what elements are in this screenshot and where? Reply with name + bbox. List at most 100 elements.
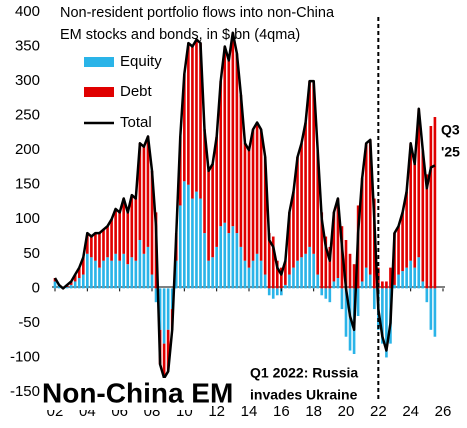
bar xyxy=(397,226,400,275)
bar xyxy=(187,43,190,185)
bar xyxy=(166,288,170,330)
bar xyxy=(360,177,364,282)
bar xyxy=(433,117,437,289)
bar xyxy=(336,278,340,289)
bar xyxy=(300,257,303,289)
legend-label: Equity xyxy=(120,53,162,70)
y-tick-label: 200 xyxy=(15,141,40,158)
bar xyxy=(178,136,182,206)
bar xyxy=(126,212,130,265)
bar xyxy=(385,281,388,289)
big-label: Non-China EM xyxy=(42,377,233,408)
bar xyxy=(425,174,429,289)
bar xyxy=(284,260,287,285)
y-tick-label: 350 xyxy=(15,38,40,55)
bar xyxy=(413,267,417,289)
bar xyxy=(332,281,336,289)
bar xyxy=(280,267,283,289)
bar xyxy=(292,191,295,268)
bar xyxy=(324,236,328,289)
bar xyxy=(251,129,255,261)
bar xyxy=(187,184,190,289)
x-tick-label: 24 xyxy=(402,403,419,420)
bar xyxy=(312,81,315,254)
bar xyxy=(251,260,255,289)
bar xyxy=(267,233,271,289)
bar xyxy=(81,274,85,289)
bar xyxy=(114,208,117,254)
bar xyxy=(162,288,166,344)
x-tick-label: 16 xyxy=(273,403,290,420)
bar xyxy=(263,157,267,275)
bar xyxy=(401,271,404,289)
bar xyxy=(142,253,146,289)
bar xyxy=(288,212,291,275)
y-tick-label: 250 xyxy=(15,107,40,124)
bar xyxy=(336,198,340,278)
bar xyxy=(86,233,89,254)
x-tick-label: 26 xyxy=(435,403,452,420)
bar xyxy=(150,170,154,275)
bar xyxy=(122,253,126,289)
bar xyxy=(98,267,101,289)
y-tick-label: -50 xyxy=(18,314,40,331)
bar xyxy=(360,281,364,289)
bar xyxy=(296,260,299,289)
bar xyxy=(223,46,227,223)
bar xyxy=(183,181,186,289)
bar xyxy=(126,264,130,289)
annotation: '25 xyxy=(441,144,460,160)
bar xyxy=(219,81,223,227)
bar xyxy=(122,198,126,254)
x-tick-label: 18 xyxy=(305,403,322,420)
bar xyxy=(130,195,134,258)
bar xyxy=(340,288,344,310)
bar xyxy=(90,236,93,258)
bar xyxy=(65,286,69,289)
bar xyxy=(134,198,138,261)
bar xyxy=(417,108,421,258)
y-tick-label: -100 xyxy=(10,348,40,365)
y-tick-label: 50 xyxy=(23,245,40,262)
bar xyxy=(316,274,320,289)
bar xyxy=(288,274,291,289)
bar xyxy=(207,260,210,289)
bar xyxy=(255,122,259,254)
bar xyxy=(328,288,332,303)
bar xyxy=(409,260,412,289)
x-tick-label: 22 xyxy=(370,403,387,420)
bar xyxy=(389,267,392,289)
bar xyxy=(191,198,194,289)
y-tick-label: 400 xyxy=(15,3,40,20)
bar xyxy=(195,39,198,192)
bar xyxy=(215,246,218,289)
bar xyxy=(308,81,311,247)
bar xyxy=(271,236,275,289)
bar xyxy=(235,53,239,234)
bar xyxy=(381,281,384,289)
bar xyxy=(138,143,142,240)
bar xyxy=(271,288,275,299)
annotation: invades Ukraine xyxy=(250,387,358,403)
x-tick-label: 12 xyxy=(208,403,225,420)
bar xyxy=(94,233,97,261)
bar xyxy=(98,233,101,268)
bar xyxy=(174,260,178,289)
bar xyxy=(211,164,214,258)
bar xyxy=(150,274,154,289)
bar xyxy=(364,267,368,289)
bar xyxy=(130,257,134,289)
legend-swatch xyxy=(84,87,114,97)
bar xyxy=(247,267,251,289)
bar xyxy=(166,329,170,372)
y-tick-label: -150 xyxy=(10,383,40,400)
bar xyxy=(401,212,404,272)
bar xyxy=(368,274,372,289)
bar xyxy=(397,274,400,289)
bar xyxy=(316,150,320,275)
bar xyxy=(259,260,263,289)
bar xyxy=(429,288,433,330)
bar xyxy=(332,212,336,282)
bar xyxy=(328,246,332,289)
bar xyxy=(405,191,408,268)
